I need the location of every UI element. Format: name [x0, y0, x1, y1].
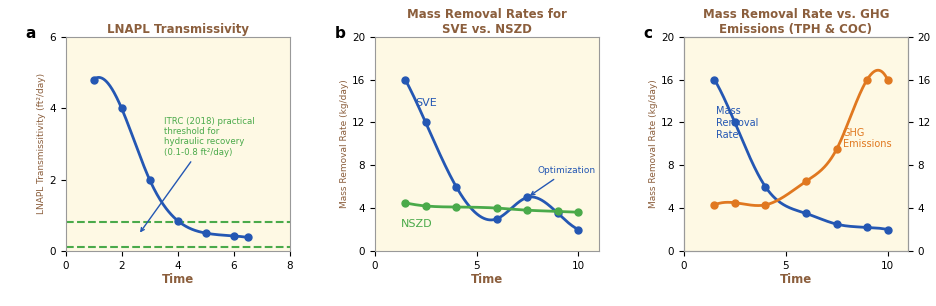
X-axis label: Time: Time: [471, 274, 503, 286]
Text: NSZD: NSZD: [402, 219, 432, 230]
Text: ITRC (2018) practical
threshold for
hydraulic recovery
(0.1-0.8 ft²/day): ITRC (2018) practical threshold for hydr…: [140, 117, 255, 231]
Title: Mass Removal Rates for
SVE vs. NSZD: Mass Removal Rates for SVE vs. NSZD: [407, 8, 566, 35]
Text: Optimization: Optimization: [531, 166, 595, 195]
Text: a: a: [25, 26, 36, 41]
Text: b: b: [334, 26, 345, 41]
Text: c: c: [644, 26, 652, 41]
Text: Mass
Removal
Rate: Mass Removal Rate: [716, 106, 759, 140]
Title: LNAPL Transmissivity: LNAPL Transmissivity: [107, 23, 249, 35]
Y-axis label: Mass Removal Rate (kg/day): Mass Removal Rate (kg/day): [650, 80, 658, 208]
Y-axis label: Mass Removal Rate (kg/day): Mass Removal Rate (kg/day): [340, 80, 349, 208]
Text: SVE: SVE: [416, 98, 437, 108]
X-axis label: Time: Time: [780, 274, 812, 286]
Y-axis label: LNAPL Transmissitivity (ft²/day): LNAPL Transmissitivity (ft²/day): [37, 73, 47, 215]
Text: GHG
Emissions: GHG Emissions: [842, 128, 891, 149]
Title: Mass Removal Rate vs. GHG
Emissions (TPH & COC): Mass Removal Rate vs. GHG Emissions (TPH…: [703, 8, 889, 35]
X-axis label: Time: Time: [161, 274, 194, 286]
